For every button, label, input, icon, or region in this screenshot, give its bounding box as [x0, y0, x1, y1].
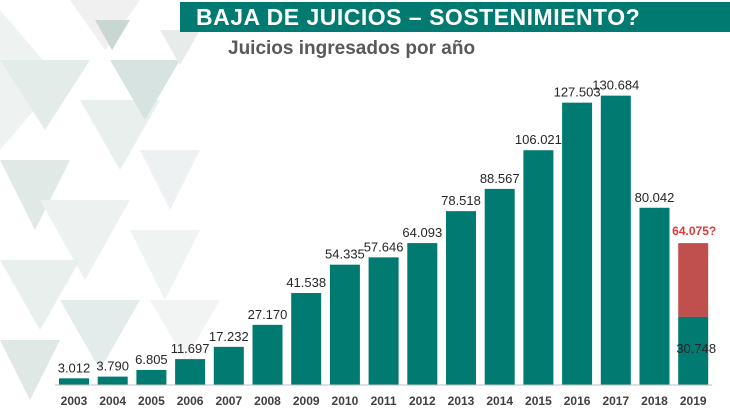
bar-2019 — [678, 316, 709, 385]
x-tick-2004: 2004 — [99, 394, 126, 408]
data-label-2017: 130.684 — [592, 78, 639, 93]
bar-2015 — [523, 150, 554, 385]
data-label-2006: 11.697 — [171, 341, 210, 356]
x-tick-2011: 2011 — [371, 394, 397, 408]
x-tick-2010: 2010 — [332, 394, 359, 408]
bar-2007 — [213, 346, 244, 385]
x-tick-2013: 2013 — [448, 394, 475, 408]
x-tick-2017: 2017 — [602, 394, 629, 408]
data-label-2014: 88.567 — [480, 171, 520, 186]
data-label-2011: 57.646 — [364, 239, 404, 254]
bar-2017 — [600, 95, 631, 385]
x-tick-2012: 2012 — [409, 394, 436, 408]
bar-projection-2019 — [678, 243, 709, 317]
x-tick-2007: 2007 — [215, 394, 242, 408]
x-tick-2019: 2019 — [680, 394, 707, 408]
data-label-2015: 106.021 — [515, 132, 562, 147]
bar-2011 — [368, 257, 399, 385]
bar-2008 — [252, 324, 283, 385]
x-tick-2016: 2016 — [564, 394, 591, 408]
data-label-2019: 30.748 — [676, 341, 716, 356]
bar-2004 — [97, 376, 128, 385]
bar-2013 — [446, 211, 476, 385]
data-label-2005: 6.805 — [135, 352, 168, 367]
bar-2016 — [562, 102, 593, 385]
x-tick-2018: 2018 — [641, 394, 668, 408]
data-label-projection-2019: 64.075? — [672, 224, 716, 238]
bar-2005 — [136, 369, 167, 385]
title-bar — [180, 2, 730, 32]
bar-2006 — [175, 359, 206, 385]
data-label-2008: 27.170 — [248, 307, 288, 322]
data-label-2009: 41.538 — [286, 275, 326, 290]
data-label-2007: 17.232 — [209, 329, 249, 344]
data-label-2018: 80.042 — [635, 190, 675, 205]
data-label-2003: 3.012 — [58, 360, 91, 375]
x-tick-2008: 2008 — [254, 394, 281, 408]
x-tick-2009: 2009 — [293, 394, 320, 408]
data-label-2016: 127.503 — [554, 85, 601, 100]
data-label-2012: 64.093 — [402, 225, 442, 240]
chart-title: Juicios ingresados por año — [228, 38, 476, 59]
bar-2012 — [407, 243, 438, 385]
bar-2018 — [639, 207, 670, 385]
slide-title: BAJA DE JUICIOS – SOSTENIMIENTO? — [196, 4, 641, 30]
x-tick-2005: 2005 — [138, 394, 165, 408]
bar-2014 — [484, 188, 515, 385]
bar-2009 — [291, 293, 322, 385]
data-label-2004: 3.790 — [96, 359, 129, 374]
data-label-2013: 78.518 — [441, 193, 481, 208]
bar-2003 — [59, 378, 89, 385]
data-label-2010: 54.335 — [325, 247, 365, 262]
x-tick-2006: 2006 — [177, 394, 204, 408]
x-tick-2014: 2014 — [486, 394, 513, 408]
x-tick-2015: 2015 — [525, 394, 552, 408]
bar-2010 — [329, 264, 360, 385]
x-tick-2003: 2003 — [61, 394, 88, 408]
